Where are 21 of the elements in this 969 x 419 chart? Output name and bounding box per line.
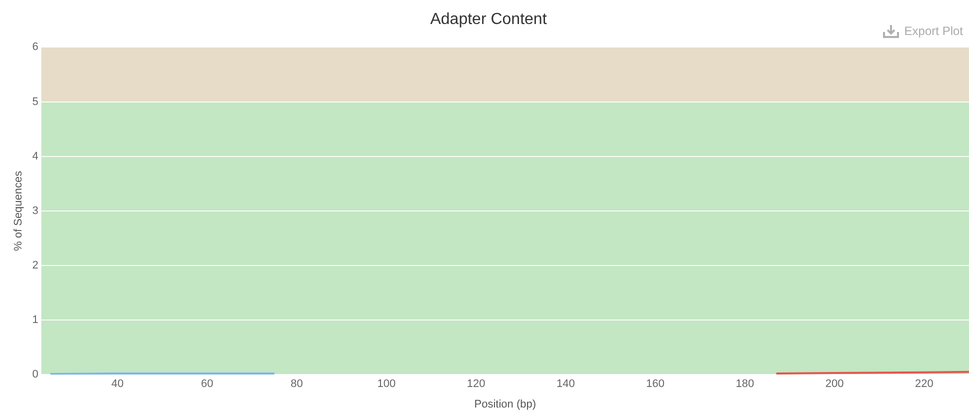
x-tick-label: 100 bbox=[377, 378, 396, 390]
y-tick-label: 3 bbox=[32, 204, 38, 217]
y-tick-label: 1 bbox=[32, 314, 38, 326]
y-axis-title: % of Sequences bbox=[12, 170, 25, 251]
x-tick-label: 200 bbox=[825, 378, 844, 390]
y-tick-label: 4 bbox=[32, 150, 38, 162]
x-tick-label: 40 bbox=[111, 378, 124, 390]
x-tick-label: 120 bbox=[466, 378, 486, 390]
chart-title: Adapter Content bbox=[430, 11, 548, 28]
y-tick-label: 0 bbox=[32, 368, 38, 381]
x-tick-label: 220 bbox=[915, 378, 934, 390]
x-tick-label: 160 bbox=[646, 378, 664, 390]
x-axis-title: Position (bp) bbox=[474, 398, 536, 410]
y-tick-label: 6 bbox=[32, 41, 38, 54]
x-tick-label: 60 bbox=[201, 378, 214, 390]
x-tick-label: 180 bbox=[736, 378, 754, 390]
y-tick-label: 5 bbox=[32, 96, 38, 108]
y-tick-label: 2 bbox=[32, 260, 38, 272]
text: Export Plot bbox=[904, 24, 963, 38]
x-tick-label: 140 bbox=[556, 378, 575, 390]
x-tick-label: 80 bbox=[290, 378, 303, 390]
